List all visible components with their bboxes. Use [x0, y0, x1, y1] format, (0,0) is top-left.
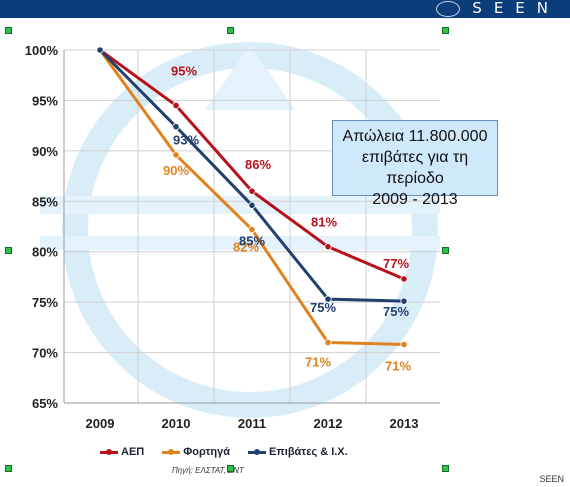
brand-logo: SEEN	[472, 0, 560, 17]
data-point	[172, 101, 180, 110]
callout-line: 2009 - 2013	[372, 191, 458, 208]
selection-handle	[227, 465, 234, 472]
data-point	[172, 123, 180, 131]
data-point	[324, 295, 332, 303]
legend-item-gdp: ΑΕΠ	[100, 444, 144, 460]
x-tick-label: 2013	[390, 416, 419, 431]
data-point	[248, 201, 256, 209]
data-label: 93%	[173, 133, 199, 148]
data-point	[400, 340, 408, 349]
x-tick-label: 2009	[86, 416, 115, 431]
selection-handle	[442, 465, 449, 472]
legend-swatch-gdp	[100, 448, 118, 455]
selection-handle	[5, 465, 12, 472]
legend-item-freight: Φορτηγά	[162, 444, 230, 460]
y-tick-label: 80%	[32, 245, 58, 260]
y-tick-label: 70%	[32, 346, 58, 361]
y-tick-label: 85%	[32, 194, 58, 209]
source-note: Πηγή: ΕΛΣΤΑΤ, ΔΝΤ	[172, 466, 244, 475]
data-label: 90%	[163, 163, 189, 178]
data-label: 85%	[239, 233, 265, 248]
logo-icon	[436, 1, 460, 17]
data-point	[248, 225, 256, 234]
watermark: SEEN	[539, 474, 564, 484]
y-tick-label: 75%	[32, 295, 58, 310]
selection-handle	[442, 27, 449, 34]
data-label: 75%	[383, 304, 409, 319]
selection-handle	[227, 27, 234, 34]
data-point	[248, 187, 256, 195]
emblem-band	[40, 196, 440, 214]
legend: ΑΕΠ Φορτηγά Επιβάτες & Ι.Χ.	[100, 444, 348, 460]
selection-handle	[442, 247, 449, 254]
data-label: 71%	[305, 354, 331, 369]
data-label: 86%	[245, 157, 271, 172]
callout-box: Απώλεια 11.800.000 επιβάτες για τη περίο…	[332, 120, 498, 208]
data-point	[324, 338, 332, 347]
data-label: 77%	[383, 256, 409, 271]
y-tick-label: 65%	[32, 396, 58, 411]
emblem-arrow	[205, 45, 295, 110]
selection-handle	[5, 247, 12, 254]
legend-swatch-passengers	[248, 448, 266, 455]
legend-swatch-freight	[162, 448, 181, 455]
y-tick-label: 100%	[25, 43, 59, 58]
y-tick-label: 90%	[32, 144, 58, 159]
emblem-band	[40, 236, 440, 250]
callout-line: Απώλεια 11.800.000	[342, 128, 488, 145]
y-tick-label: 95%	[32, 93, 58, 108]
data-point	[400, 297, 408, 305]
data-label: 95%	[171, 63, 197, 78]
data-point	[172, 151, 180, 159]
x-tick-label: 2011	[238, 416, 266, 431]
data-label: 71%	[385, 359, 411, 374]
legend-label-freight: Φορτηγά	[183, 446, 230, 458]
legend-item-passengers: Επιβάτες & Ι.Χ.	[248, 444, 348, 460]
data-point	[324, 243, 332, 251]
x-tick-label: 2012	[314, 416, 343, 431]
data-label: 82%	[233, 240, 259, 255]
selection-handle	[5, 27, 12, 34]
legend-label-passengers: Επιβάτες & Ι.Χ.	[269, 446, 348, 458]
x-tick-label: 2010	[162, 416, 191, 431]
callout-line: επιβάτες για τη περίοδο	[361, 149, 469, 187]
data-label: 75%	[310, 300, 336, 315]
data-point	[96, 46, 104, 54]
header-bar: SEEN	[0, 0, 570, 18]
data-point	[400, 275, 408, 283]
data-label: 81%	[311, 215, 337, 230]
legend-label-gdp: ΑΕΠ	[121, 446, 145, 458]
